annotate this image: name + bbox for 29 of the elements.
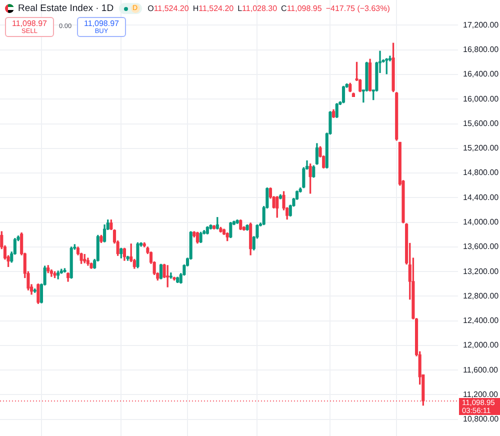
- y-tick-label: 12,400.00: [463, 316, 500, 326]
- y-tick-label: 16,800.00: [463, 45, 500, 54]
- y-tick-label: 15,600.00: [463, 118, 500, 128]
- y-tick-label: 16,400.00: [463, 70, 500, 79]
- annotation: 11,524.20: [198, 4, 234, 13]
- y-tick-label: 15,200.00: [463, 144, 500, 153]
- y-tick-label: 11,600.00: [463, 365, 499, 374]
- y-tick-label: 11,200.00: [463, 390, 499, 399]
- y-tick-label: 16,000.00: [463, 94, 500, 104]
- annotation: 11,098.97: [11, 19, 48, 28]
- annotation: 11,028.30: [242, 4, 278, 13]
- y-tick-label: 14,000.00: [463, 218, 500, 227]
- annotation: −417.75 (−3.63%): [326, 4, 390, 13]
- y-tick-label: 17,200.00: [463, 20, 500, 30]
- annotation: L: [238, 4, 242, 13]
- annotation: 11,098.95: [286, 4, 322, 13]
- annotation: 11,098.97: [83, 19, 120, 28]
- y-tick-label: 14,400.00: [463, 192, 500, 202]
- annotation: O: [148, 4, 154, 13]
- y-tick-label: 13,200.00: [463, 266, 500, 276]
- y-tick-label: 10,800.00: [463, 414, 500, 424]
- annotation: C: [281, 4, 287, 13]
- annotation: H: [192, 4, 199, 13]
- chart-title: Real Estate Index · 1D: [18, 3, 114, 14]
- y-tick-label: 12,000.00: [463, 340, 500, 350]
- y-tick-label: 12,800.00: [463, 291, 500, 300]
- annotation: 11,524.20: [154, 4, 189, 13]
- y-tick-label: 14,800.00: [463, 168, 500, 178]
- y-tick-label: 13,600.00: [463, 242, 500, 252]
